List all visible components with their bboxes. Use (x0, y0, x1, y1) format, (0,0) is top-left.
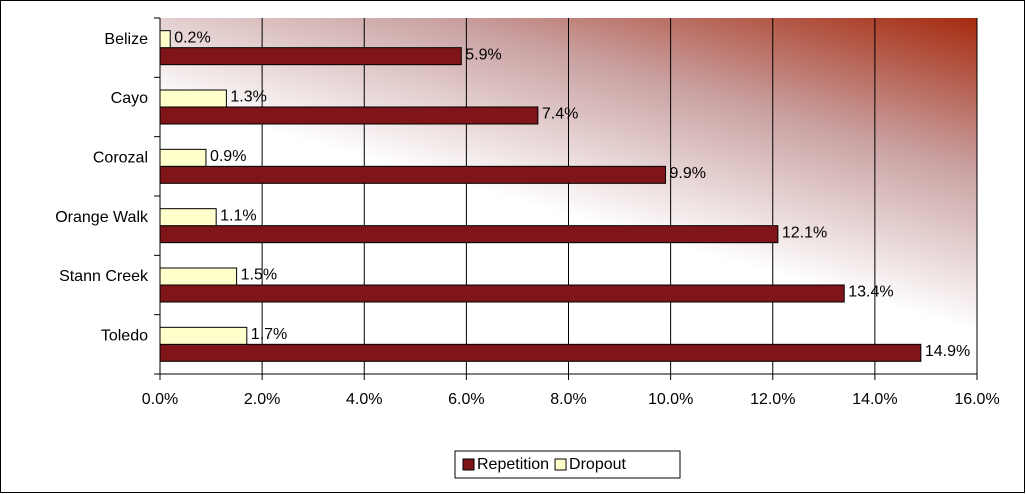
x-tick-label: 14.0% (852, 391, 897, 408)
data-label: 1.5% (241, 267, 277, 284)
data-label: 12.1% (782, 224, 827, 241)
x-tick-label: 16.0% (954, 391, 999, 408)
legend-label: Dropout (569, 456, 626, 473)
bar (159, 148, 207, 167)
y-tick-label: Stann Creek (59, 268, 149, 285)
x-tick-label: 0.0% (142, 391, 178, 408)
data-label: 1.1% (220, 207, 256, 224)
x-tick-label: 8.0% (550, 391, 586, 408)
bar (159, 267, 238, 286)
data-label: 14.9% (925, 343, 970, 360)
y-tick-label: Corozal (93, 150, 148, 167)
legend-box (454, 450, 681, 479)
data-label: 9.9% (670, 165, 706, 182)
bar (159, 225, 779, 244)
x-tick-label: 6.0% (448, 391, 484, 408)
bar (159, 47, 462, 66)
data-label: 5.9% (465, 46, 501, 63)
legend-swatch (554, 458, 567, 471)
y-tick-label: Toledo (101, 328, 148, 345)
bar (159, 326, 248, 345)
data-label: 13.4% (848, 284, 893, 301)
y-tick-label: Orange Walk (55, 209, 149, 226)
bar (159, 30, 171, 49)
legend-label: Repetition (477, 456, 549, 473)
bar (159, 343, 922, 362)
x-tick-label: 4.0% (346, 391, 382, 408)
bar (159, 165, 667, 184)
bar (159, 284, 845, 303)
x-tick-label: 10.0% (648, 391, 693, 408)
bar (159, 208, 217, 227)
bar (159, 89, 227, 108)
legend: Repetition Dropout (454, 450, 681, 479)
y-tick-label: Belize (104, 31, 148, 48)
y-tick-label: Cayo (111, 90, 148, 107)
x-tick-label: 12.0% (750, 391, 795, 408)
legend-swatch (462, 458, 475, 471)
data-label: 0.2% (174, 29, 210, 46)
data-label: 1.7% (251, 326, 287, 343)
x-tick-label: 2.0% (244, 391, 280, 408)
data-label: 7.4% (542, 106, 578, 123)
bar (159, 106, 539, 125)
data-label: 0.9% (210, 148, 246, 165)
data-label: 1.3% (230, 89, 266, 106)
